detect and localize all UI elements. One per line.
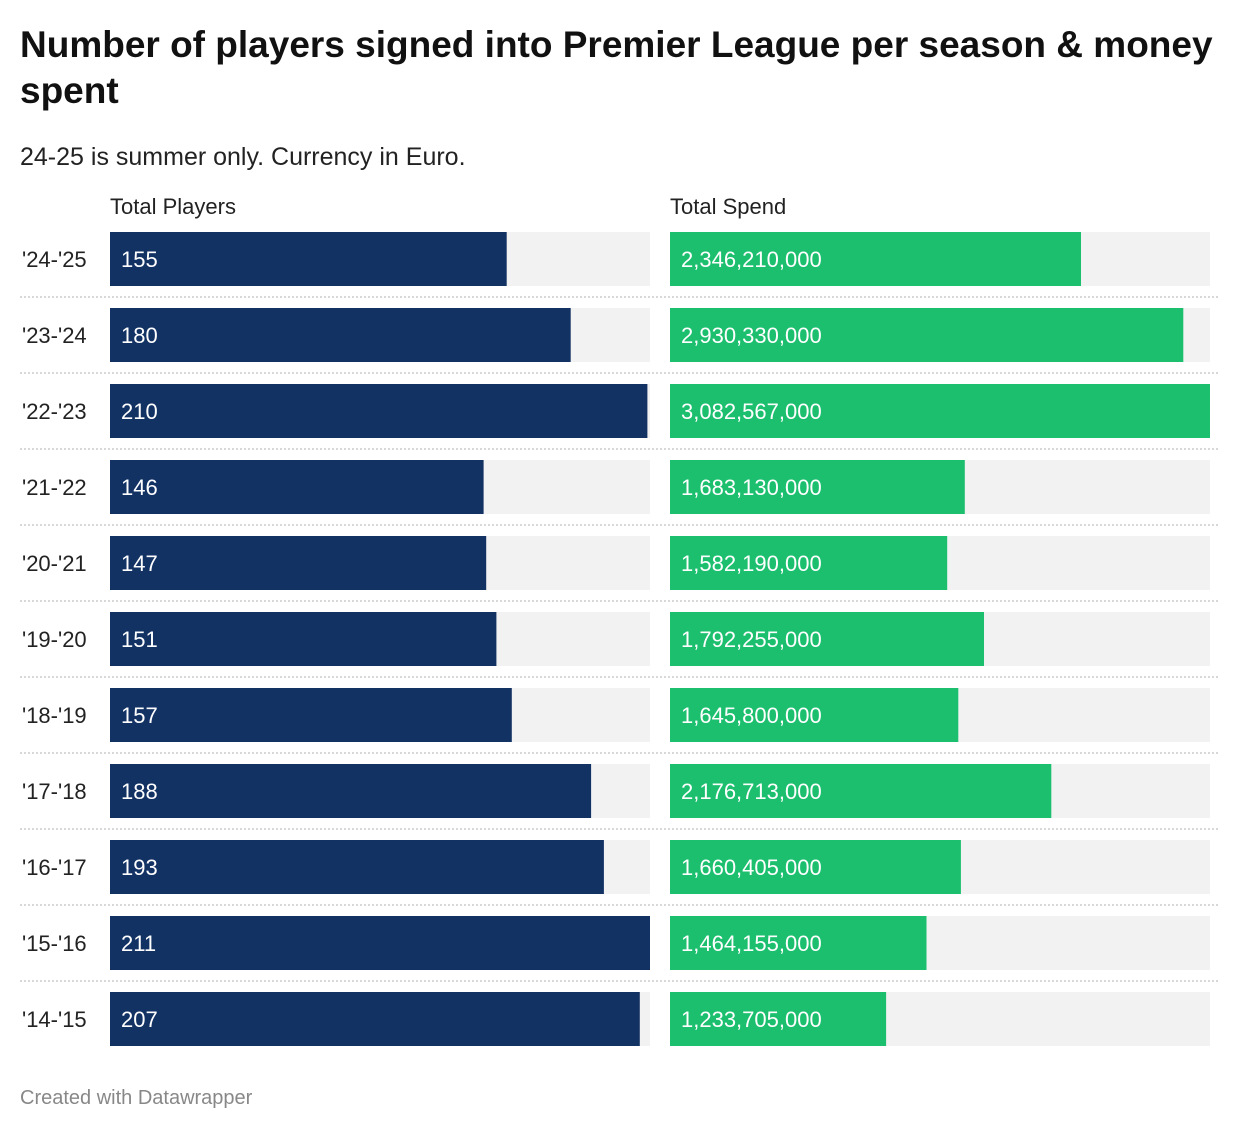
spend-bar-9 [670,916,927,970]
spend-value-label-2: 3,082,567,000 [681,399,822,424]
row-label-5: '19-'20 [22,627,87,652]
players-value-label-10: 207 [121,1007,158,1032]
row-label-3: '21-'22 [22,475,87,500]
footer-credit: Created with Datawrapper [20,1087,253,1109]
spend-value-label-9: 1,464,155,000 [681,931,822,956]
spend-value-label-10: 1,233,705,000 [681,1007,822,1032]
players-value-label-2: 210 [121,399,158,424]
spend-column-header: Total Spend [670,194,787,219]
spend-value-label-7: 2,176,713,000 [681,779,822,804]
players-value-label-5: 151 [121,627,158,652]
players-bar-1 [110,308,571,362]
chart-title: Number of players signed into Premier Le… [20,24,1213,111]
players-bar-0 [110,232,507,286]
players-value-label-6: 157 [121,703,158,728]
row-label-10: '14-'15 [22,1007,87,1032]
row-label-4: '20-'21 [22,551,87,576]
row-label-6: '18-'19 [22,703,87,728]
players-value-label-1: 180 [121,323,158,348]
players-bar-9 [110,916,650,970]
players-value-label-8: 193 [121,855,158,880]
spend-bar-5 [670,612,984,666]
spend-value-label-3: 1,683,130,000 [681,475,822,500]
spend-value-label-1: 2,930,330,000 [681,323,822,348]
spend-bar-7 [670,764,1052,818]
row-label-1: '23-'24 [22,323,87,348]
spend-bar-1 [670,308,1184,362]
players-bar-3 [110,460,484,514]
spend-bar-0 [670,232,1081,286]
row-label-7: '17-'18 [22,779,87,804]
spend-value-label-6: 1,645,800,000 [681,703,822,728]
players-bar-5 [110,612,497,666]
players-bar-6 [110,688,512,742]
spend-value-label-4: 1,582,190,000 [681,551,822,576]
row-label-2: '22-'23 [22,399,87,424]
players-column-header: Total Players [110,194,236,219]
spend-bar-6 [670,688,959,742]
spend-bar-4 [670,536,948,590]
row-label-9: '15-'16 [22,931,87,956]
players-bar-8 [110,840,604,894]
spend-bar-3 [670,460,965,514]
chart-subtitle: 24-25 is summer only. Currency in Euro. [20,143,466,171]
players-value-label-4: 147 [121,551,158,576]
spend-value-label-0: 2,346,210,000 [681,247,822,272]
players-value-label-9: 211 [121,931,156,956]
spend-bar-2 [670,384,1210,438]
players-bar-4 [110,536,487,590]
spend-value-label-5: 1,792,255,000 [681,627,822,652]
spend-bar-10 [670,992,887,1046]
players-bar-7 [110,764,592,818]
players-value-label-7: 188 [121,779,158,804]
players-value-label-0: 155 [121,247,158,272]
players-bar-10 [110,992,640,1046]
row-label-0: '24-'25 [22,247,87,272]
spend-bar-8 [670,840,961,894]
players-bar-2 [110,384,648,438]
spend-value-label-8: 1,660,405,000 [681,855,822,880]
players-value-label-3: 146 [121,475,158,500]
row-label-8: '16-'17 [22,855,87,880]
